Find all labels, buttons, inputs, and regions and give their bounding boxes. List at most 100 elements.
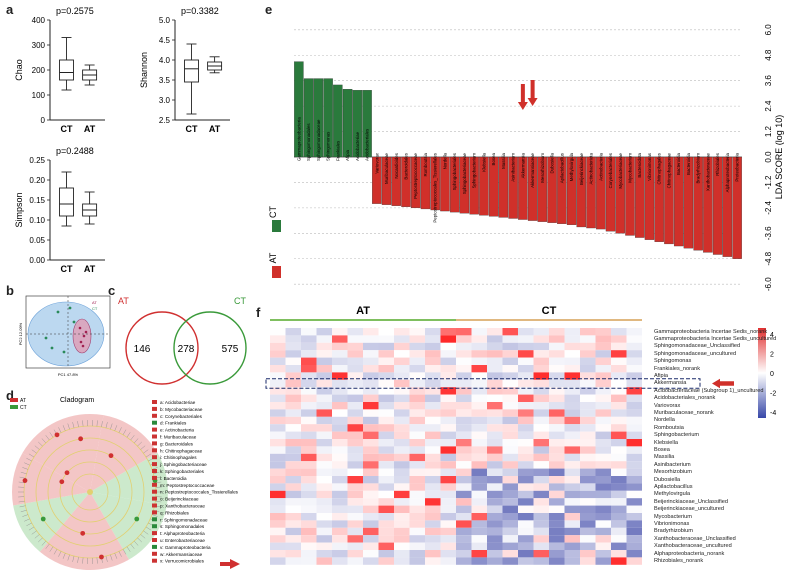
heatmap-cell (301, 372, 317, 380)
lda-tick-label: 1.2 (764, 125, 773, 137)
box-ct: CT (184, 43, 199, 134)
heatmap-cell (301, 498, 317, 506)
heatmap-cell (564, 550, 580, 558)
heatmap-cell (425, 476, 441, 484)
clade-sector (90, 492, 167, 560)
heatmap-cell (409, 431, 425, 439)
y-tick-label: 3.0 (159, 96, 171, 105)
heatmap-cell (378, 505, 394, 513)
heatmap-cell (394, 379, 410, 388)
heatmap-cell (487, 527, 503, 536)
heatmap-cell (316, 424, 332, 432)
heatmap-cell (363, 328, 379, 336)
heatmap-cell (347, 490, 363, 499)
heatmap-cell (549, 542, 565, 550)
heatmap-cell (270, 513, 286, 521)
heatmap-cell (533, 513, 549, 521)
heatmap-cell (518, 535, 534, 543)
heatmap-cell (456, 409, 472, 417)
heatmap-cell (564, 476, 580, 484)
heatmap-cell (564, 379, 580, 388)
heatmap-cell (487, 409, 503, 417)
heatmap-cell (285, 357, 301, 365)
lda-bar-at (518, 156, 528, 220)
taxa-label: i: Chitinophagales (160, 455, 197, 460)
lda-taxon-label: Dubosiella (550, 152, 555, 173)
p-value: p=0.3382 (181, 6, 219, 16)
heatmap-cell (409, 328, 425, 336)
heatmap-cell (347, 498, 363, 506)
heatmap-cell (425, 350, 441, 358)
heatmap-cell (595, 446, 611, 454)
heatmap-cell (378, 357, 394, 365)
heatmap-row-label: Dubosiella (654, 476, 681, 483)
heatmap-cell (285, 387, 301, 395)
heatmap-cell (626, 542, 642, 550)
heatmap-cell (270, 335, 286, 343)
heatmap-cell (394, 520, 410, 528)
heatmap-cell (626, 424, 642, 432)
lda-taxon-label: Sphingobacterium (472, 153, 477, 189)
heatmap-cell (425, 505, 441, 513)
heatmap-cell (595, 439, 611, 447)
heatmap-cell (611, 372, 627, 380)
heatmap-row-label: Nordella (654, 417, 675, 424)
heatmap-cell (533, 520, 549, 528)
heatmap-cell (471, 357, 487, 365)
heatmap-cell (487, 342, 503, 351)
heatmap-cell (440, 365, 456, 373)
y-tick-label: 0.25 (29, 156, 45, 165)
heatmap-cell (332, 483, 348, 491)
heatmap-cell (471, 483, 487, 491)
heatmap-cell (471, 557, 487, 565)
lda-taxon-label: Klebsiella (481, 152, 486, 171)
heatmap-cell (363, 527, 379, 536)
heatmap-cell (487, 550, 503, 558)
heatmap-cell (394, 335, 410, 343)
lda-bar-at (401, 156, 411, 207)
heatmap-cell (425, 461, 441, 469)
heatmap-cell (347, 513, 363, 521)
heatmap-cell (611, 483, 627, 491)
heatmap-cell (611, 520, 627, 528)
lda-taxon-label: Peptostreptococcales_Tissierellales (433, 152, 438, 222)
heatmap-cell (301, 468, 317, 476)
heatmap-cell (332, 365, 348, 373)
taxa-swatch (152, 531, 157, 536)
heatmap-cell (533, 394, 549, 402)
heatmap-cell (564, 453, 580, 462)
clad-arrow-icon (220, 559, 240, 569)
heatmap-cell (456, 424, 472, 432)
clade-ring (35, 437, 145, 547)
lda-taxon-label: Akkermansiaceae (530, 152, 535, 187)
heatmap-cell (285, 431, 301, 439)
lda-taxon-label: Sphingobacteriales (452, 152, 457, 190)
taxa-label: k: Sphingobacteriales (160, 469, 205, 474)
heatmap-cell (502, 527, 518, 536)
lda-bar-at (722, 156, 733, 257)
heatmap-cell (549, 490, 565, 499)
heatmap-cell (394, 387, 410, 395)
heatmap-cell (425, 498, 441, 506)
heatmap-cell (626, 439, 642, 447)
heatmap-cell (564, 439, 580, 447)
heatmap-cell (394, 365, 410, 373)
heatmap-cell (285, 328, 301, 336)
lda-bar-at (488, 156, 499, 217)
heatmap-row-label: Acidobacteriaceae (Subgroup 1)_unculture… (654, 387, 764, 394)
heatmap-cell (471, 409, 487, 417)
heatmap-cell (487, 357, 503, 365)
heatmap-row-label: Beijerinckiaceae_Unclassified (654, 498, 728, 505)
heatmap-cell (394, 498, 410, 506)
heatmap-cell (456, 461, 472, 469)
heatmap-cell (425, 387, 441, 395)
lda-bar-ct (303, 78, 314, 158)
taxa-swatch (152, 475, 157, 480)
heatmap-cell (316, 520, 332, 528)
box-ct: CT (59, 37, 74, 134)
heatmap-cell (595, 461, 611, 469)
heatmap-row-label: Muribaculaceae_norank (654, 409, 714, 416)
heatmap-cell (611, 542, 627, 550)
heatmap-cell (595, 468, 611, 476)
taxa-label: f: Muribaculaceae (160, 435, 197, 440)
